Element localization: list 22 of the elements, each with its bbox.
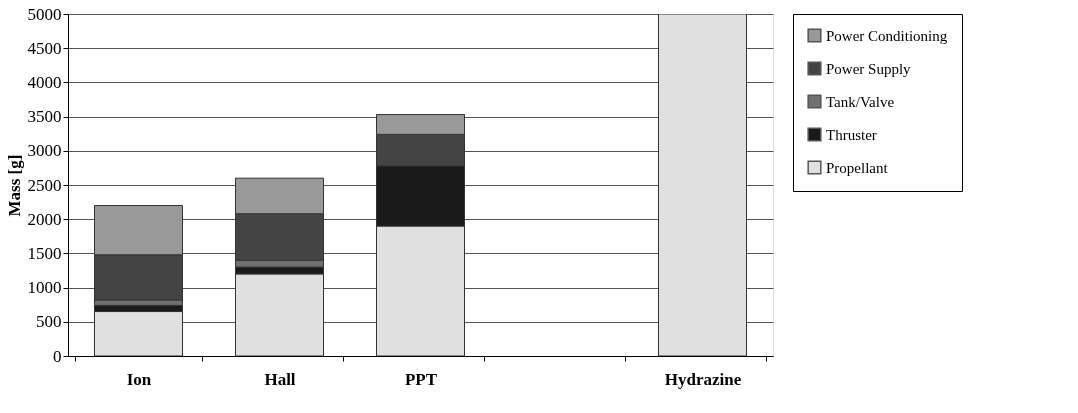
y-tick-label: 500 [36,312,62,332]
x-tick-label: Hall [264,369,296,389]
legend-label: Tank/Valve [826,93,895,110]
y-tick-label: 1500 [27,243,62,263]
y-tick-label: 4000 [27,72,62,92]
x-tick-label: PPT [404,369,438,389]
y-tick-label: 4500 [27,38,62,58]
legend-label: Thruster [826,126,877,143]
y-tick-label: 0 [53,346,62,366]
x-tick-label: Ion [126,369,152,389]
y-tick-label: 2000 [27,209,62,229]
x-tick-label: Hydrazine [664,369,742,389]
y-tick-label: 1000 [27,278,62,298]
bar [658,14,747,356]
y-axis-title: Mass [g] [4,154,24,217]
legend-label: Power Conditioning [826,27,948,44]
y-tick-label: 5000 [27,4,62,24]
legend-label: Propellant [826,159,889,176]
y-tick-label: 2500 [27,175,62,195]
y-tick-label: 3000 [27,141,62,161]
y-tick-label: 3500 [27,107,62,127]
legend-label: Power Supply [826,60,912,77]
